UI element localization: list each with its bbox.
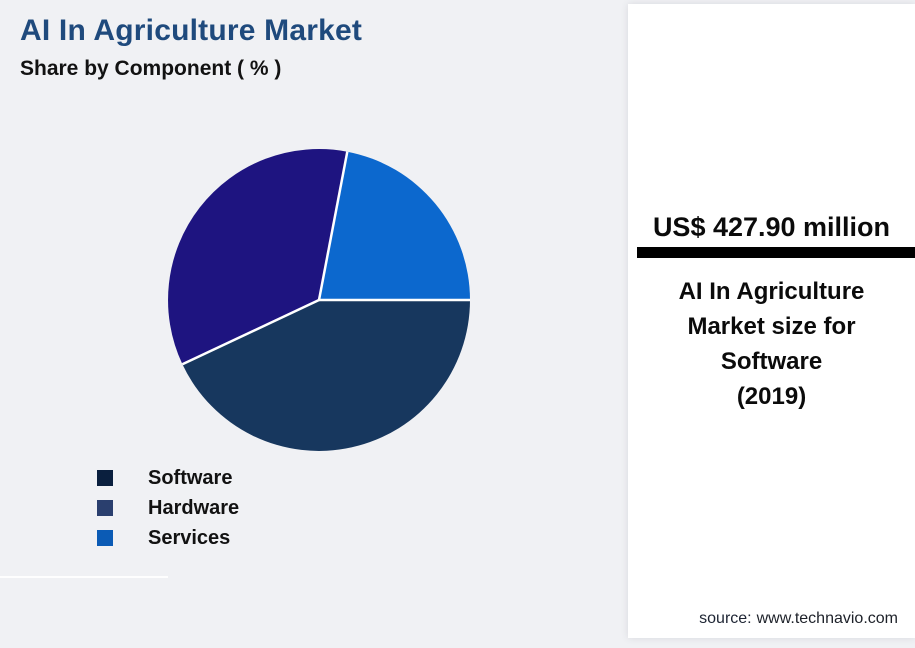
- pie-slice-dividers: [181, 151, 470, 366]
- pie-slices: [168, 149, 470, 451]
- legend-item-hardware: Hardware: [97, 493, 239, 523]
- caption-line-3: Software: [720, 348, 823, 375]
- headline-underline-bar: [637, 247, 915, 258]
- legend-label-software: Software: [148, 466, 233, 489]
- market-size-value: US$ 427.90 million: [652, 212, 891, 242]
- source-label: source:: [699, 610, 752, 627]
- slice-divider-line: [317, 151, 349, 301]
- pie-slice-software: [182, 300, 470, 451]
- chart-title: AI In Agriculture Market: [20, 14, 363, 47]
- pie-slice-services: [319, 151, 470, 300]
- chart-subtitle: Share by Component ( % ): [20, 57, 282, 80]
- source-attribution: source: www.technavio.com: [699, 610, 898, 628]
- pie-slice-hardware: [168, 149, 348, 365]
- chart-legend: Software Hardware Services: [97, 463, 239, 553]
- market-size-caption: AI In Agriculture Market size for Softwa…: [628, 274, 915, 414]
- info-panel: US$ 427.90 million AI In Agriculture Mar…: [628, 4, 915, 638]
- caption-line-1: AI In Agriculture: [678, 278, 865, 305]
- pie-chart: [168, 149, 470, 451]
- bottom-left-divider: [0, 576, 168, 578]
- caption-line-4: (2019): [736, 383, 807, 410]
- legend-label-services: Services: [148, 526, 231, 549]
- services-swatch-icon: [97, 530, 113, 546]
- source-url: www.technavio.com: [756, 610, 898, 627]
- legend-label-hardware: Hardware: [148, 496, 240, 519]
- legend-item-services: Services: [97, 523, 239, 553]
- caption-line-2: Market size for: [687, 313, 856, 340]
- software-swatch-icon: [97, 470, 113, 486]
- hardware-swatch-icon: [97, 500, 113, 516]
- legend-item-software: Software: [97, 463, 239, 493]
- slice-divider-line: [181, 298, 320, 366]
